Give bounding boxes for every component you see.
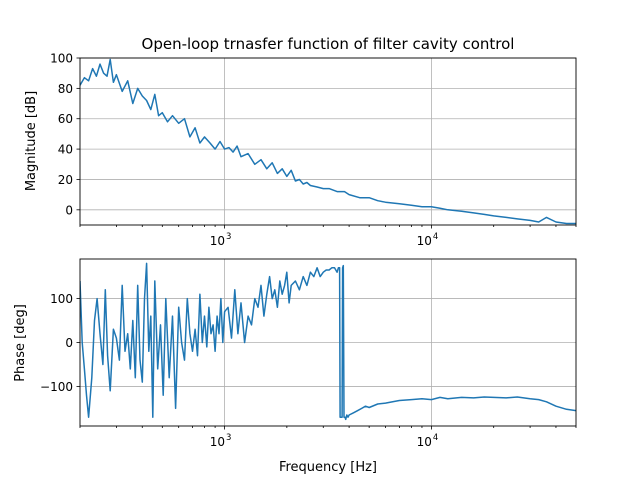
y-tick-label: 100 bbox=[50, 292, 73, 306]
chart-title: Open-loop trnasfer function of filter ca… bbox=[142, 35, 515, 53]
x-tick-label: 103 bbox=[210, 433, 232, 449]
y-tick-label: 80 bbox=[58, 82, 73, 96]
magnitude-series-line bbox=[80, 58, 576, 225]
y-tick-label: 0 bbox=[65, 336, 73, 350]
magnitude-y-axis-label: Magnitude [dB] bbox=[24, 91, 39, 191]
axes-frame bbox=[79, 258, 577, 427]
y-tick-label: 40 bbox=[58, 143, 73, 157]
y-tick-label: 100 bbox=[50, 52, 73, 66]
phase-axes: 100 0 −100 103 104 bbox=[40, 258, 577, 449]
frequency-x-axis-label: Frequency [Hz] bbox=[279, 460, 377, 475]
y-tick-label: 60 bbox=[58, 112, 73, 126]
phase-y-axis-label: Phase [deg] bbox=[13, 304, 28, 382]
y-tick-label: −100 bbox=[40, 380, 73, 394]
x-tick-label: 104 bbox=[417, 433, 439, 449]
x-tick-label: 103 bbox=[210, 232, 232, 248]
y-tick-label: 0 bbox=[65, 203, 73, 217]
magnitude-axes: 0 20 40 60 80 100 103 104 bbox=[50, 52, 577, 248]
x-tick-label: 104 bbox=[417, 232, 439, 248]
phase-series-line bbox=[80, 262, 576, 421]
axes-frame bbox=[79, 57, 577, 226]
y-tick-label: 20 bbox=[58, 173, 73, 187]
